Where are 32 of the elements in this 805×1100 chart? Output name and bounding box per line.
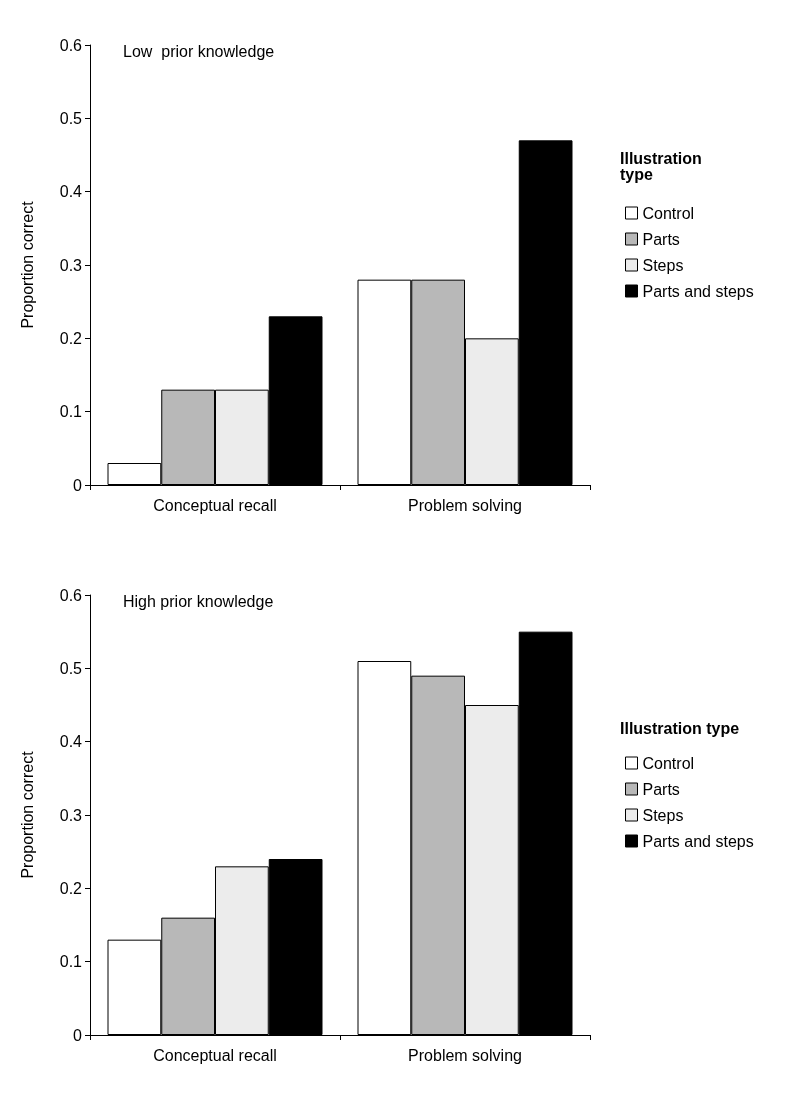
y-axis-title: Proportion correct (18, 750, 36, 879)
legend-label: Parts and steps (642, 832, 754, 850)
y-tick-label: 0.4 (59, 183, 83, 201)
y-tick-label: 0.5 (59, 659, 83, 677)
y-tick-label: 0.5 (59, 109, 83, 127)
y-tick-label: 0 (73, 1026, 83, 1044)
chart-title: Low prior knowledge (123, 42, 275, 60)
y-tick-label: 0.2 (59, 329, 83, 347)
y-tick-label: 0.3 (59, 806, 83, 824)
legend-title: Illustration type (620, 149, 707, 183)
y-tick-label: 0.6 (59, 36, 83, 54)
y-tick-label: 0 (73, 476, 83, 494)
x-tick-label: Conceptual recall (153, 496, 277, 514)
y-tick-label: 0.1 (59, 403, 83, 421)
legend-label: Steps (642, 256, 684, 274)
y-tick-label: 0.1 (59, 953, 83, 971)
legend-label: Parts (642, 230, 680, 248)
x-tick-label: Conceptual recall (153, 1046, 277, 1064)
x-tick-label: Problem solving (408, 496, 522, 514)
legend-label: Parts (642, 780, 680, 798)
legend-label: Steps (642, 806, 684, 824)
y-tick-label: 0.2 (59, 879, 83, 897)
legend-label: Parts and steps (642, 282, 754, 300)
x-tick-label: Problem solving (408, 1046, 522, 1064)
chart-title: High prior knowledge (123, 592, 274, 610)
y-tick-label: 0.3 (59, 256, 83, 274)
y-tick-label: 0.4 (59, 733, 83, 751)
legend-label: Control (642, 754, 695, 772)
legend-title: Illustration type (620, 719, 740, 737)
legend-label: Control (642, 204, 695, 222)
y-tick-label: 0.6 (59, 586, 83, 604)
y-axis-title: Proportion correct (18, 200, 36, 329)
